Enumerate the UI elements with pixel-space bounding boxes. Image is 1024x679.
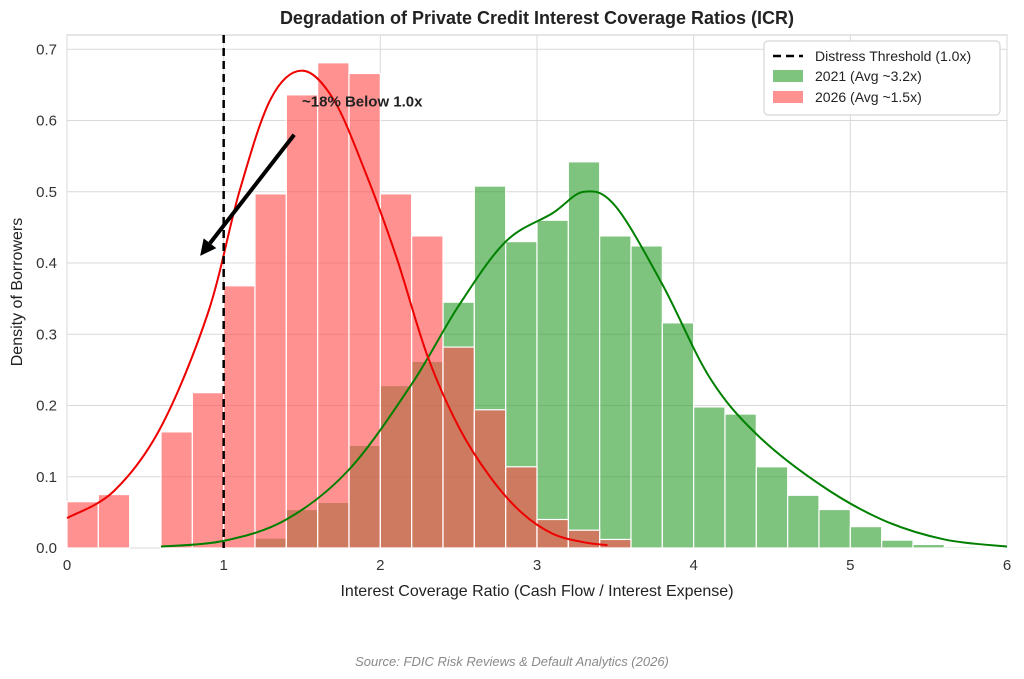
histogram-bar-2026: [191, 392, 225, 549]
histogram-bar-2021: [881, 539, 914, 549]
histogram-bar-2021: [536, 219, 569, 549]
histogram-bar-2026: [223, 285, 256, 549]
tick-labels: 0 1 2 3 4 5 6 0.0 0.1 0.2 0.3 0.4 0.5 0.6 0.7: [36, 41, 1011, 574]
annotation-arrowhead: [200, 238, 217, 256]
chart-title: Degradation of Private Credit Interest C…: [280, 8, 794, 28]
histogram-bar-2026: [473, 409, 507, 549]
histogram-bar-2026: [97, 493, 131, 549]
legend-2021-swatch: [773, 70, 803, 82]
x-tick-label: 6: [1003, 557, 1011, 574]
histogram-bar-2021: [943, 545, 977, 549]
histogram-bar-2026: [285, 94, 319, 549]
x-tick-label: 1: [219, 557, 227, 574]
x-tick-label: 3: [533, 557, 541, 574]
histogram-bars: [66, 62, 1008, 549]
y-tick-label: 0.1: [36, 469, 57, 486]
histogram-bar-2021: [567, 161, 601, 549]
kde-curve-2026: [66, 69, 608, 547]
histogram-bar-2021: [975, 546, 1008, 549]
legend-2026-swatch: [773, 91, 803, 103]
histogram-bar-2026: [254, 193, 287, 549]
x-tick-label: 2: [376, 557, 384, 574]
y-tick-label: 0.5: [36, 184, 57, 201]
x-tick-label: 5: [846, 557, 854, 574]
histogram-bar-2026: [348, 72, 381, 549]
histogram-bar-2026: [379, 193, 413, 549]
x-axis-label: Interest Coverage Ratio (Cash Flow / Int…: [340, 583, 733, 600]
y-tick-label: 0.3: [36, 326, 57, 343]
y-tick-label: 0.0: [36, 540, 57, 557]
annotation: ~18% Below 1.0x: [200, 93, 423, 256]
histogram-bar-2021: [818, 508, 851, 549]
y-tick-label: 0.7: [36, 41, 57, 58]
histogram-bar-2021: [912, 543, 945, 549]
annotation-arrow: [208, 133, 296, 245]
histogram-bar-2021: [849, 526, 883, 549]
x-tick-label: 0: [63, 557, 71, 574]
legend-2026-label: 2026 (Avg ~1.5x): [815, 89, 922, 105]
histogram-bar-2021: [599, 235, 632, 549]
kde-curves: [66, 69, 1008, 548]
histogram-bar-2021: [787, 494, 820, 549]
histogram-bar-2021: [693, 406, 726, 549]
x-tick-label: 4: [689, 557, 697, 574]
histogram-bar-2026: [66, 501, 99, 549]
histogram-bar-2021: [661, 322, 695, 549]
histogram-bar-2026: [599, 538, 632, 549]
kde-curve-2021: [160, 190, 1008, 548]
legend-threshold-label: Distress Threshold (1.0x): [815, 48, 971, 64]
source-note: Source: FDIC Risk Reviews & Default Anal…: [355, 654, 669, 669]
histogram-bar-2026: [505, 466, 538, 549]
y-tick-label: 0.6: [36, 113, 57, 130]
histogram-bar-2021: [630, 245, 663, 549]
y-tick-label: 0.2: [36, 398, 57, 415]
y-axis-label: Density of Borrowers: [9, 218, 26, 367]
y-tick-label: 0.4: [36, 255, 57, 272]
histogram-bar-2021: [755, 466, 789, 549]
histogram-bar-2026: [160, 431, 193, 549]
legend: Distress Threshold (1.0x) 2021 (Avg ~3.2…: [763, 40, 1001, 116]
annotation-text: ~18% Below 1.0x: [302, 93, 423, 110]
histogram-bar-2021: [724, 413, 757, 549]
legend-2021-label: 2021 (Avg ~3.2x): [815, 68, 922, 84]
histogram-bar-2026: [411, 235, 444, 549]
